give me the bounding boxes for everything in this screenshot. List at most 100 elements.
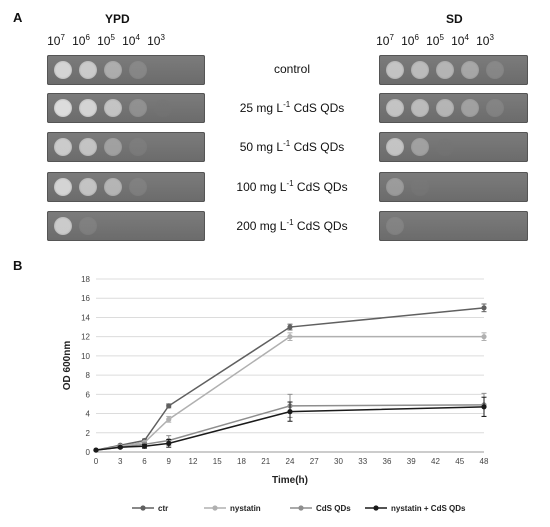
y-tick-label: 10 bbox=[81, 352, 90, 361]
yeast-spot bbox=[386, 99, 404, 117]
yeast-spot bbox=[129, 61, 147, 79]
yeast-spot bbox=[386, 217, 404, 235]
yeast-spot bbox=[411, 178, 429, 196]
x-tick-label: 6 bbox=[142, 457, 147, 466]
yeast-spot bbox=[104, 61, 122, 79]
yeast-spot bbox=[104, 178, 122, 196]
yeast-spot bbox=[79, 99, 97, 117]
series-line bbox=[95, 307, 485, 451]
yeast-spot bbox=[79, 138, 97, 156]
condition-label: 50 mg L-1 CdS QDs bbox=[239, 139, 345, 154]
x-tick-label: 21 bbox=[261, 457, 270, 466]
yeast-spot bbox=[461, 99, 479, 117]
panel-b-letter: B bbox=[13, 258, 23, 273]
yeast-spot bbox=[104, 99, 122, 117]
condition-label: 25 mg L-1 CdS QDs bbox=[239, 100, 345, 115]
yeast-spot bbox=[54, 217, 72, 235]
condition-label: 100 mg L-1 CdS QDs bbox=[236, 179, 348, 194]
x-tick-label: 42 bbox=[431, 457, 440, 466]
sd-header: SD bbox=[446, 12, 463, 26]
ypd-dilution-label: 104 bbox=[122, 33, 140, 48]
yeast-spot bbox=[79, 61, 97, 79]
x-tick-label: 3 bbox=[118, 457, 123, 466]
ypd-plate bbox=[47, 55, 205, 85]
x-tick-label: 24 bbox=[286, 457, 295, 466]
legend-label: ctr bbox=[158, 504, 168, 513]
legend-label: CdS QDs bbox=[316, 504, 351, 513]
condition-label: control bbox=[273, 62, 311, 76]
panel-a-letter: A bbox=[13, 10, 23, 25]
y-axis-label: OD 600nm bbox=[62, 341, 73, 391]
series-line bbox=[95, 406, 485, 451]
yeast-spot bbox=[129, 178, 147, 196]
yeast-spot bbox=[54, 138, 72, 156]
legend-marker bbox=[212, 505, 218, 511]
x-tick-label: 9 bbox=[167, 457, 172, 466]
ypd-plate bbox=[47, 211, 205, 241]
sd-plate bbox=[379, 211, 528, 241]
x-tick-label: 0 bbox=[94, 457, 99, 466]
yeast-spot bbox=[386, 138, 404, 156]
yeast-spot bbox=[386, 178, 404, 196]
ypd-plate bbox=[47, 93, 205, 123]
sd-dilution-label: 106 bbox=[401, 33, 419, 48]
sd-dilution-label: 104 bbox=[451, 33, 469, 48]
condition-label: 200 mg L-1 CdS QDs bbox=[236, 218, 348, 233]
yeast-spot bbox=[54, 99, 72, 117]
yeast-spot bbox=[79, 217, 97, 235]
y-tick-label: 2 bbox=[86, 429, 91, 438]
x-tick-label: 12 bbox=[189, 457, 198, 466]
legend-marker bbox=[298, 505, 304, 511]
data-point bbox=[481, 404, 487, 410]
legend-label: nystatin + CdS QDs bbox=[391, 504, 466, 513]
data-point bbox=[481, 305, 487, 311]
yeast-spot bbox=[154, 99, 172, 117]
legend-marker bbox=[373, 505, 379, 511]
ypd-plate bbox=[47, 172, 205, 202]
ypd-dilution-label: 103 bbox=[147, 33, 165, 48]
x-tick-label: 30 bbox=[334, 457, 343, 466]
x-tick-label: 45 bbox=[455, 457, 464, 466]
sd-plate bbox=[379, 55, 528, 85]
data-point bbox=[287, 409, 293, 415]
yeast-spot bbox=[461, 61, 479, 79]
sd-dilution-label: 103 bbox=[476, 33, 494, 48]
x-axis-label: Time(h) bbox=[272, 475, 308, 486]
x-tick-label: 27 bbox=[310, 457, 319, 466]
x-tick-label: 15 bbox=[213, 457, 222, 466]
yeast-spot bbox=[436, 61, 454, 79]
yeast-spot bbox=[411, 61, 429, 79]
yeast-spot bbox=[436, 99, 454, 117]
data-point bbox=[117, 444, 123, 450]
x-tick-label: 39 bbox=[407, 457, 416, 466]
data-point bbox=[287, 324, 293, 330]
data-point bbox=[93, 447, 99, 453]
data-point bbox=[141, 443, 148, 449]
yeast-spot bbox=[79, 178, 97, 196]
data-point bbox=[166, 403, 172, 409]
y-tick-label: 0 bbox=[86, 448, 91, 457]
yeast-spot bbox=[411, 99, 429, 117]
sd-dilution-label: 107 bbox=[376, 33, 394, 48]
yeast-spot bbox=[104, 138, 122, 156]
sd-plate bbox=[379, 93, 528, 123]
y-tick-label: 6 bbox=[86, 390, 91, 399]
sd-plate bbox=[379, 172, 528, 202]
x-tick-label: 36 bbox=[383, 457, 392, 466]
ypd-plate bbox=[47, 132, 205, 162]
sd-dilution-label: 105 bbox=[426, 33, 444, 48]
y-tick-label: 16 bbox=[81, 294, 90, 303]
series-line bbox=[95, 335, 484, 451]
y-tick-label: 12 bbox=[81, 333, 90, 342]
yeast-spot bbox=[436, 138, 454, 156]
yeast-spot bbox=[486, 61, 504, 79]
yeast-spot bbox=[129, 138, 147, 156]
x-tick-label: 33 bbox=[358, 457, 367, 466]
y-tick-label: 14 bbox=[81, 313, 90, 322]
y-tick-label: 18 bbox=[81, 275, 90, 284]
yeast-spot bbox=[54, 61, 72, 79]
data-point bbox=[166, 440, 172, 446]
legend-marker bbox=[140, 505, 146, 511]
x-tick-label: 18 bbox=[237, 457, 246, 466]
